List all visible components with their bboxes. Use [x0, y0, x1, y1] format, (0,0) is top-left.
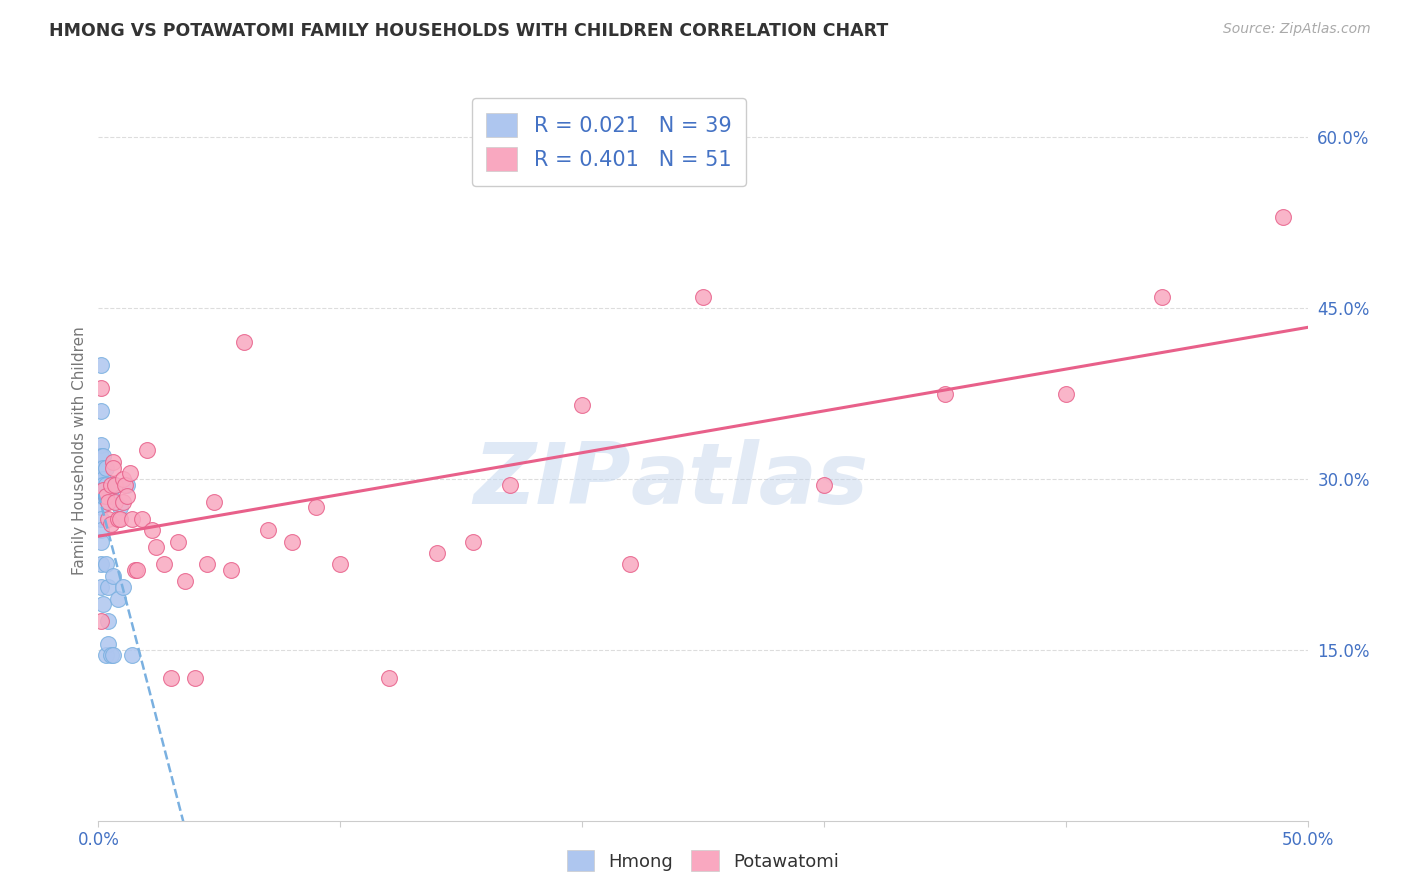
Point	[692, 290, 714, 304]
Point	[117, 489, 139, 503]
Point	[101, 648, 124, 663]
Point	[90, 558, 112, 572]
Point	[97, 637, 120, 651]
Point	[90, 472, 112, 486]
Point	[256, 523, 278, 537]
Point	[104, 494, 127, 508]
Point	[104, 477, 127, 491]
Point	[934, 386, 956, 401]
Point	[91, 477, 114, 491]
Point	[90, 580, 112, 594]
Point	[90, 381, 112, 395]
Point	[90, 534, 112, 549]
Point	[571, 398, 593, 412]
Point	[108, 512, 131, 526]
Point	[127, 563, 149, 577]
Text: ZIP: ZIP	[472, 439, 630, 522]
Point	[1272, 210, 1295, 224]
Point	[184, 671, 207, 685]
Point	[107, 591, 129, 606]
Point	[91, 483, 114, 498]
Point	[90, 449, 112, 463]
Point	[91, 597, 114, 611]
Point	[1152, 290, 1174, 304]
Point	[97, 512, 120, 526]
Point	[101, 455, 124, 469]
Point	[94, 648, 117, 663]
Point	[121, 648, 143, 663]
Point	[97, 580, 120, 594]
Point	[305, 500, 328, 515]
Point	[90, 615, 112, 629]
Point	[91, 489, 114, 503]
Point	[91, 449, 114, 463]
Point	[145, 541, 167, 555]
Point	[160, 671, 183, 685]
Point	[221, 563, 243, 577]
Legend: Hmong, Potawatomi: Hmong, Potawatomi	[560, 843, 846, 879]
Point	[124, 563, 146, 577]
Point	[100, 477, 122, 491]
Legend: R = 0.021   N = 39, R = 0.401   N = 51: R = 0.021 N = 39, R = 0.401 N = 51	[471, 98, 747, 186]
Text: Source: ZipAtlas.com: Source: ZipAtlas.com	[1223, 22, 1371, 37]
Point	[232, 335, 254, 350]
Point	[94, 460, 117, 475]
Point	[329, 558, 352, 572]
Point	[426, 546, 449, 560]
Point	[97, 615, 120, 629]
Point	[111, 494, 134, 508]
Point	[91, 460, 114, 475]
Point	[498, 477, 520, 491]
Point	[94, 489, 117, 503]
Point	[813, 477, 835, 491]
Point	[101, 568, 124, 582]
Point	[97, 494, 120, 508]
Point	[195, 558, 218, 572]
Point	[152, 558, 174, 572]
Point	[100, 489, 122, 503]
Point	[90, 460, 112, 475]
Point	[90, 512, 112, 526]
Point	[118, 467, 141, 481]
Point	[90, 489, 112, 503]
Point	[101, 460, 124, 475]
Point	[135, 443, 157, 458]
Point	[100, 648, 122, 663]
Point	[108, 500, 131, 515]
Point	[281, 534, 304, 549]
Point	[377, 671, 399, 685]
Point	[100, 517, 122, 532]
Point	[94, 489, 117, 503]
Point	[90, 467, 112, 481]
Point	[90, 403, 112, 417]
Text: atlas: atlas	[630, 439, 869, 522]
Point	[619, 558, 641, 572]
Point	[131, 512, 153, 526]
Point	[90, 477, 112, 491]
Point	[90, 500, 112, 515]
Point	[90, 358, 112, 372]
Point	[114, 477, 136, 491]
Point	[107, 512, 129, 526]
Point	[104, 477, 127, 491]
Point	[141, 523, 163, 537]
Point	[111, 472, 134, 486]
Point	[204, 494, 226, 508]
Point	[91, 472, 114, 486]
Y-axis label: Family Households with Children: Family Households with Children	[72, 326, 87, 574]
Point	[1054, 386, 1077, 401]
Point	[94, 558, 117, 572]
Point	[117, 477, 139, 491]
Point	[111, 580, 134, 594]
Point	[90, 523, 112, 537]
Text: HMONG VS POTAWATOMI FAMILY HOUSEHOLDS WITH CHILDREN CORRELATION CHART: HMONG VS POTAWATOMI FAMILY HOUSEHOLDS WI…	[49, 22, 889, 40]
Point	[174, 574, 197, 589]
Point	[90, 438, 112, 452]
Point	[94, 477, 117, 491]
Point	[121, 512, 143, 526]
Point	[167, 534, 190, 549]
Point	[463, 534, 485, 549]
